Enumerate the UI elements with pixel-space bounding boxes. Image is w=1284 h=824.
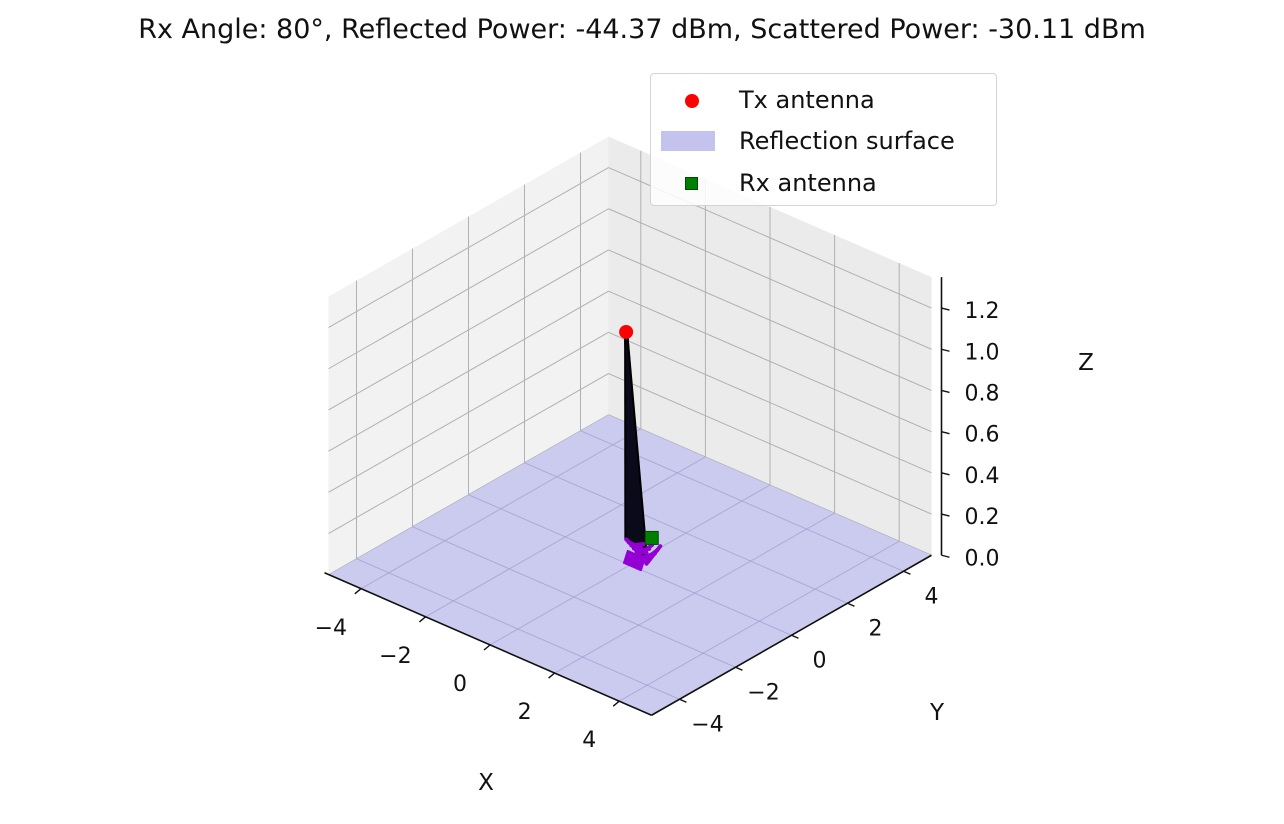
rx-legend-marker: [685, 177, 698, 190]
z-tick-label: 0.0: [965, 546, 1000, 571]
grid-line-back-z: [608, 290, 932, 433]
x-tick: [354, 588, 362, 595]
tx-antenna-marker: [619, 324, 634, 339]
z-tick: [941, 472, 950, 476]
chart-title: Rx Angle: 80°, Reflected Power: -44.37 d…: [138, 14, 1146, 45]
z-tick-label: 1.2: [965, 299, 1000, 324]
legend-label-rx: Rx antenna: [739, 169, 877, 197]
grid-line-side-z: [328, 331, 609, 493]
grid-line-side-z: [328, 167, 609, 328]
legend-item-rx: Rx antenna: [651, 163, 996, 203]
y-tick-label: −4: [691, 712, 723, 737]
y-tick: [903, 570, 911, 575]
tx-legend-marker: [685, 94, 699, 108]
scattered-ray: [633, 554, 641, 570]
legend-item-surface: Reflection surface: [651, 121, 996, 161]
scattered-ray: [630, 553, 639, 568]
scattered-ray: [627, 552, 636, 567]
grid-line-back-z: [608, 249, 932, 391]
rx-antenna-marker: [644, 530, 659, 545]
x-tick: [612, 700, 620, 707]
ray-bundle: [622, 331, 663, 572]
x-tick-label: −4: [315, 616, 347, 641]
y-tick: [735, 666, 743, 671]
surface-grid-y: [356, 558, 680, 700]
legend-item-tx: Tx antenna: [651, 80, 996, 120]
x-tick: [418, 616, 426, 623]
grid-line-side-z: [328, 290, 609, 452]
legend: Tx antenna Reflection surface Rx antenna: [650, 73, 997, 206]
z-tick: [941, 348, 950, 352]
z-tick: [941, 430, 950, 435]
y-tick-label: 4: [925, 584, 939, 609]
x-tick: [548, 672, 556, 679]
x-axis-line: [324, 572, 652, 716]
antenna-markers: [619, 324, 659, 545]
y-tick-label: 2: [869, 616, 883, 641]
x-tick-label: 0: [453, 672, 467, 697]
grid-line-side-z: [328, 208, 609, 370]
grid-line-back-z: [608, 373, 932, 515]
z-tick-label: 0.4: [965, 464, 1000, 489]
scattered-ray: [636, 543, 654, 557]
legend-label-surface: Reflection surface: [739, 127, 955, 155]
grid-line-back-z: [608, 208, 932, 350]
z-tick-label: 0.6: [965, 423, 1000, 448]
z-tick: [941, 307, 950, 311]
y-tick: [791, 634, 799, 639]
legend-label-tx: Tx antenna: [739, 86, 875, 114]
incident-ray-fan: [626, 332, 647, 564]
x-axis-label: X: [478, 770, 494, 796]
z-tick: [941, 389, 950, 394]
grid-line-back-z: [608, 331, 932, 474]
z-tick-label: 0.2: [965, 505, 1000, 530]
y-tick: [679, 698, 687, 703]
tick-labels: −4 −2 0 2 4 −4 −2 0 2 4 0.0 0.2 0.4 0.6 0.8 1.0 1.2 X Y Z: [315, 299, 1094, 796]
x-tick: [483, 644, 491, 651]
surface-legend-patch: [661, 131, 715, 151]
surface-grid-y: [412, 526, 736, 668]
scattered-ray: [635, 555, 644, 571]
x-tick-label: −2: [379, 644, 411, 669]
x-tick-label: 4: [582, 728, 596, 753]
x-tick-label: 2: [518, 700, 532, 725]
z-tick-label: 0.8: [965, 381, 1000, 406]
scattered-ray: [629, 542, 646, 548]
y-tick-label: −2: [747, 680, 779, 705]
y-tick: [847, 602, 855, 607]
axis-lines: [324, 277, 950, 716]
scattered-ray: [625, 550, 634, 566]
y-axis-label: Y: [929, 700, 945, 726]
z-tick: [941, 554, 950, 558]
scattered-ray: [622, 549, 631, 565]
grid-line-side-z: [328, 373, 609, 534]
scattered-ray: [644, 544, 663, 566]
z-axis-label: Z: [1078, 350, 1094, 376]
y-tick-label: 0: [813, 648, 827, 673]
scattered-ray: [638, 556, 646, 572]
surface-grid-y: [524, 462, 848, 604]
z-tick: [941, 513, 950, 517]
grid-line-side-z: [328, 249, 609, 411]
z-tick-label: 1.0: [965, 340, 1000, 365]
